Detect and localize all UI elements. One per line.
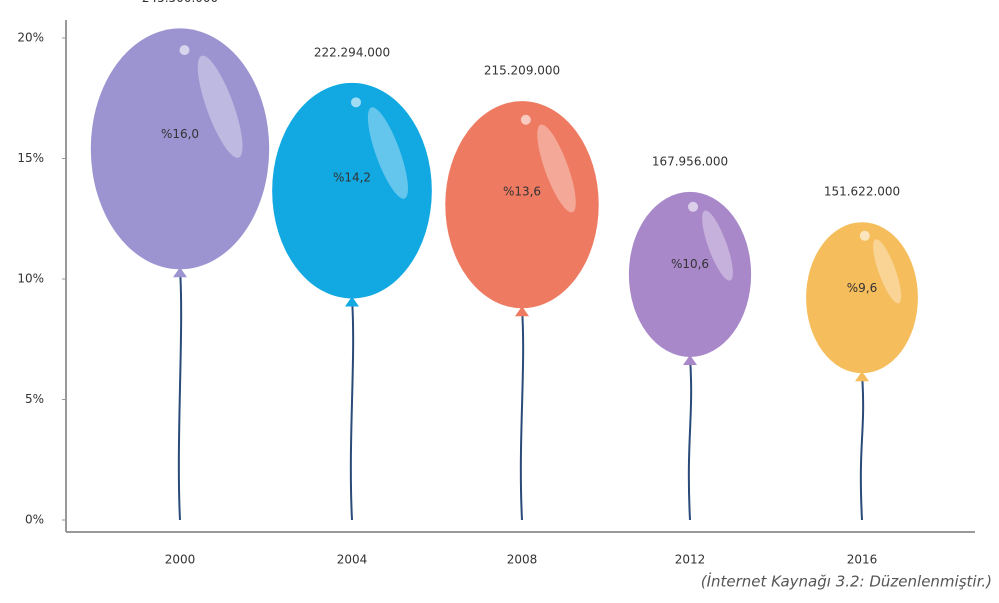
balloon [90, 28, 270, 270]
balloon-shine [702, 210, 733, 281]
balloon-knot [855, 371, 869, 382]
balloon [445, 101, 599, 309]
balloon-dot [688, 201, 699, 212]
balloon-shine [873, 239, 902, 304]
balloon-knot [345, 296, 359, 307]
count-label: 215.209.000 [484, 64, 560, 78]
balloon-string [177, 269, 183, 521]
balloon-dot [520, 114, 531, 125]
balloon-knot [515, 306, 529, 317]
balloon [628, 191, 752, 357]
balloon-shine [537, 124, 576, 213]
count-label: 151.622.000 [824, 185, 900, 199]
x-tick-label: 2000 [165, 553, 196, 567]
value-label: %16,0 [161, 127, 199, 141]
balloon-string [519, 308, 525, 521]
balloon-string [687, 356, 693, 521]
balloon-knot [173, 267, 187, 278]
value-label: %9,6 [847, 281, 878, 295]
count-label: 222.294.000 [314, 45, 390, 59]
y-tick-label: 20% [17, 31, 44, 45]
y-tick-label: 15% [17, 151, 44, 165]
balloon-dot [179, 45, 190, 56]
y-tick-label: 10% [17, 272, 44, 286]
balloon-dot [350, 97, 361, 108]
balloon-shine [367, 107, 408, 199]
balloon-shine [197, 55, 243, 158]
balloon-string [349, 298, 355, 521]
y-tick-label: 0% [25, 513, 44, 527]
value-label: %13,6 [503, 185, 541, 199]
x-tick-label: 2016 [847, 553, 878, 567]
source-note: (İnternet Kaynağı 3.2: Düzenlenmiştir.) [701, 572, 992, 591]
balloon [272, 82, 432, 299]
count-label: 245.500.000 [142, 0, 218, 5]
balloon-string [859, 373, 865, 521]
balloon-dot [859, 230, 870, 241]
value-label: %10,6 [671, 257, 709, 271]
y-tick-label: 5% [25, 392, 44, 406]
x-tick-label: 2008 [507, 553, 538, 567]
balloon [806, 222, 918, 374]
x-tick-label: 2012 [675, 553, 706, 567]
count-label: 167.956.000 [652, 154, 728, 168]
value-label: %14,2 [333, 170, 371, 184]
balloon-knot [683, 354, 697, 365]
x-tick-label: 2004 [337, 553, 368, 567]
